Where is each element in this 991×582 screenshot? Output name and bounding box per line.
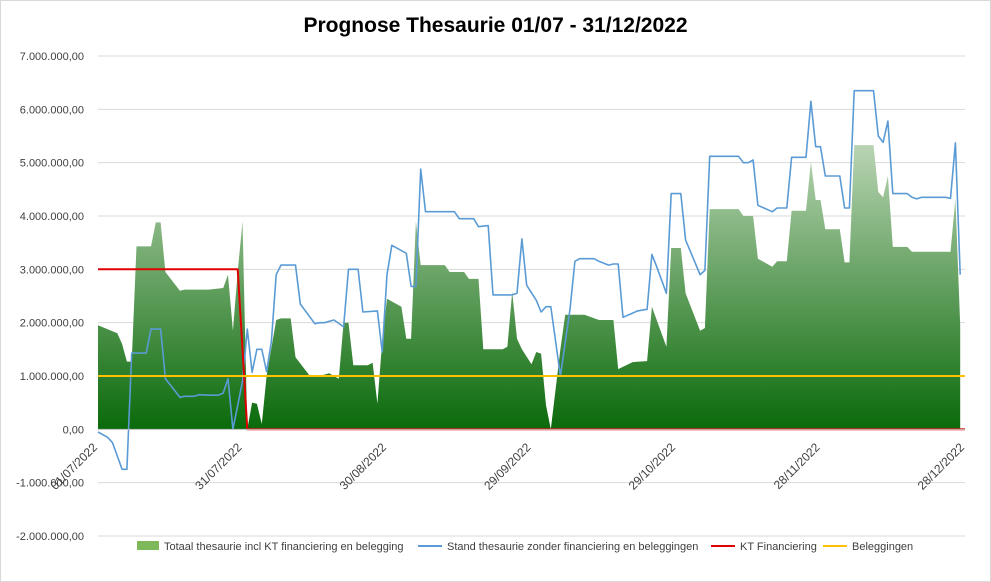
y-tick-label: -2.000.000,00 [16, 531, 84, 543]
x-tick-label: 31/07/2022 [192, 440, 245, 493]
y-tick-label: 4.000.000,00 [20, 211, 84, 223]
legend-label-1: Stand thesaurie zonder financiering en b… [447, 541, 698, 553]
legend-swatch-0 [137, 541, 159, 550]
y-tick-label: 1.000.000,00 [20, 371, 84, 383]
y-tick-label: 3.000.000,00 [20, 264, 84, 276]
y-tick-label: 7.000.000,00 [20, 51, 84, 63]
y-tick-label: 6.000.000,00 [20, 104, 84, 116]
series-area-layer [98, 145, 961, 430]
x-tick-label: 29/10/2022 [626, 440, 679, 493]
y-axis: -2.000.000,00 -1.000.000,00 0,00 1.000.000,… [16, 51, 84, 543]
line-series-1 [97, 89, 961, 471]
x-tick-label: 30/08/2022 [337, 440, 390, 493]
x-tick-label: 28/12/2022 [915, 440, 968, 493]
chart-title: Prognose Thesaurie 01/07 - 31/12/2022 [303, 14, 688, 37]
y-tick-label: -1.000.000,00 [16, 478, 84, 490]
legend-label-2: KT Financiering [740, 541, 817, 553]
x-tick-label: 29/09/2022 [481, 440, 534, 493]
y-tick-label: 0,00 [63, 424, 84, 436]
x-tick-label: 28/11/2022 [771, 440, 823, 492]
y-tick-label: 2.000.000,00 [20, 318, 84, 330]
legend-label-0: Totaal thesaurie incl KT financiering en… [164, 541, 404, 553]
legend-label-3: Beleggingen [852, 541, 913, 553]
legend: Totaal thesaurie incl KT financiering en… [137, 541, 913, 553]
y-tick-label: 5.000.000,00 [20, 158, 84, 170]
area-series-0 [98, 145, 961, 430]
